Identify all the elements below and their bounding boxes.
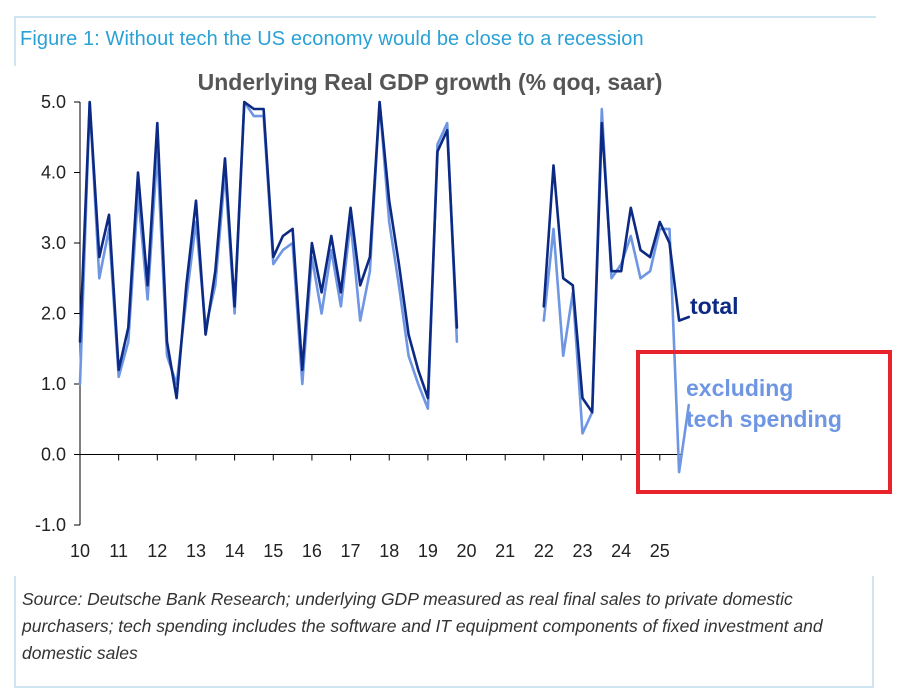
y-tick-label: -1.0 [35,515,66,535]
x-tick-label: 11 [109,541,128,561]
series-line-total [78,100,459,400]
x-axis: 10 11 12 13 14 15 16 17 18 19 20 21 22 23 24 25 [70,454,683,561]
y-tick-label: 2.0 [41,304,66,324]
label-excluding-tech-line1: excluding [686,375,793,401]
label-excluding-tech-line2: tech spending [686,406,842,432]
y-axis: 5.0 4.0 3.0 2.0 1.0 0.0 -1.0 [35,92,81,535]
x-tick-label: 20 [457,541,477,561]
x-tick-label: 16 [302,541,322,561]
y-tick-label: 4.0 [41,163,66,183]
series-line-excluding-tech [78,100,459,410]
x-tick-label: 10 [70,541,90,561]
x-tick-label: 17 [341,541,361,561]
figure-top-rule [14,16,876,18]
source-note: Source: Deutsche Bank Research; underlyi… [22,589,823,663]
figure-left-rule [14,16,16,66]
highlight-box [636,350,892,494]
y-tick-label: 1.0 [41,374,66,394]
x-tick-label: 15 [263,541,283,561]
source-box [14,576,874,688]
y-tick-label: 0.0 [41,445,66,465]
series-line-total [542,121,691,414]
x-tick-label: 23 [572,541,592,561]
x-tick-label: 24 [611,541,631,561]
x-tick-label: 14 [225,541,245,561]
x-tick-label: 22 [534,541,554,561]
series-line-excluding-tech [542,107,691,474]
x-tick-label: 18 [379,541,399,561]
figure-title: Figure 1: Without tech the US economy wo… [20,28,644,50]
x-tick-label: 13 [186,541,206,561]
series-lines [78,100,691,474]
y-tick-label: 3.0 [41,233,66,253]
x-tick-label: 12 [147,541,167,561]
gdp-line-chart: Underlying Real GDP growth (% qoq, saar)… [35,69,892,561]
chart-title: Underlying Real GDP growth (% qoq, saar) [198,69,663,95]
x-tick-label: 21 [495,541,515,561]
x-tick-label: 25 [650,541,670,561]
label-total: total [690,293,739,319]
y-tick-label: 5.0 [41,92,66,112]
x-tick-label: 19 [418,541,438,561]
